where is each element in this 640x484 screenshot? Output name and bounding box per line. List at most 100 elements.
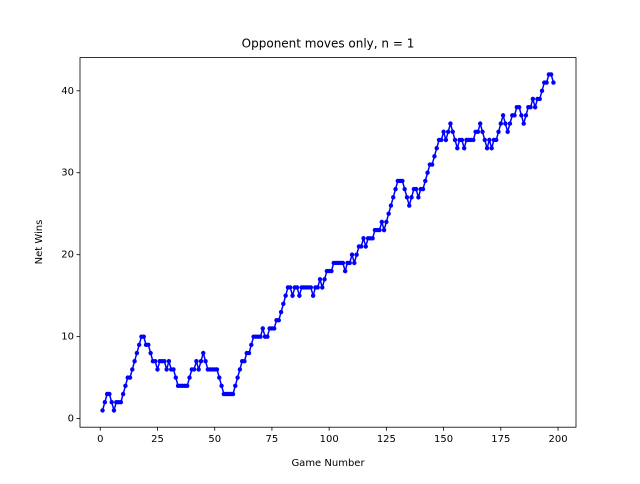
x-tick-label: 100 — [320, 434, 339, 445]
point — [450, 129, 455, 134]
x-tick-label: 175 — [491, 434, 510, 445]
point — [370, 236, 375, 241]
point — [455, 145, 460, 151]
point — [519, 113, 524, 118]
point — [505, 129, 510, 134]
x-tick-label: 50 — [208, 434, 221, 445]
point — [404, 195, 410, 200]
point — [246, 350, 252, 356]
point — [130, 367, 135, 372]
point — [201, 350, 206, 356]
point — [109, 400, 114, 405]
x-tick-label: 0 — [97, 434, 103, 445]
point — [134, 350, 140, 356]
point — [425, 170, 430, 175]
point — [363, 244, 368, 249]
point — [500, 113, 506, 118]
point — [173, 375, 178, 380]
x-tick-label: 200 — [548, 434, 567, 445]
point — [539, 88, 545, 93]
y-tick-label: 20 — [61, 250, 74, 261]
y-tick-label: 30 — [61, 168, 74, 179]
point — [198, 359, 204, 364]
point — [127, 375, 133, 380]
point — [402, 186, 407, 192]
point — [512, 113, 517, 118]
point — [191, 367, 197, 372]
point — [482, 137, 487, 143]
point — [448, 121, 453, 126]
point — [507, 121, 513, 126]
point — [480, 129, 485, 134]
point — [537, 96, 542, 102]
point — [478, 121, 483, 126]
x-tick-label: 125 — [377, 434, 396, 445]
point — [162, 359, 167, 364]
x-tick-label: 150 — [434, 434, 453, 445]
point — [185, 383, 190, 389]
point — [290, 293, 295, 298]
point — [484, 145, 490, 151]
point — [532, 104, 538, 110]
point — [361, 236, 366, 241]
y-tick-label: 0 — [68, 414, 74, 425]
point — [132, 359, 137, 364]
point — [471, 137, 476, 143]
point — [146, 342, 151, 348]
point — [400, 178, 405, 184]
point — [107, 391, 112, 397]
point — [487, 137, 492, 143]
point — [381, 227, 387, 233]
point — [528, 104, 533, 110]
point — [439, 137, 444, 143]
point — [308, 285, 314, 290]
y-tick-label: 40 — [61, 86, 74, 97]
point — [388, 203, 394, 208]
point — [352, 260, 357, 266]
point — [278, 309, 284, 315]
point — [100, 408, 105, 413]
point — [429, 162, 435, 167]
point — [496, 129, 501, 134]
point — [320, 285, 325, 290]
point — [310, 293, 316, 298]
point — [219, 383, 224, 389]
chart-title: Opponent moves only, n = 1 — [242, 37, 415, 51]
point — [379, 219, 384, 225]
point — [118, 400, 124, 405]
point — [521, 121, 526, 126]
point — [416, 195, 421, 200]
point — [196, 367, 201, 372]
point — [434, 145, 439, 151]
point — [409, 195, 414, 200]
point — [329, 268, 334, 274]
point — [230, 391, 236, 397]
point — [393, 186, 398, 192]
point — [171, 367, 176, 372]
point — [377, 227, 382, 233]
point — [340, 260, 346, 266]
point — [413, 186, 419, 192]
point — [249, 342, 254, 348]
point — [281, 301, 286, 307]
point — [441, 129, 446, 134]
point — [260, 326, 265, 331]
point — [276, 318, 281, 323]
point — [148, 350, 153, 356]
point — [214, 367, 220, 372]
point — [548, 72, 554, 77]
point — [358, 244, 364, 249]
point — [423, 178, 428, 184]
point — [407, 203, 412, 208]
point — [111, 408, 117, 413]
point — [432, 154, 437, 159]
point — [141, 334, 146, 339]
point — [288, 285, 293, 290]
point — [258, 334, 263, 339]
point — [516, 104, 522, 110]
point — [551, 80, 556, 85]
point — [136, 342, 142, 348]
point — [297, 293, 302, 298]
point — [445, 129, 451, 134]
y-tick-label: 10 — [61, 332, 74, 343]
